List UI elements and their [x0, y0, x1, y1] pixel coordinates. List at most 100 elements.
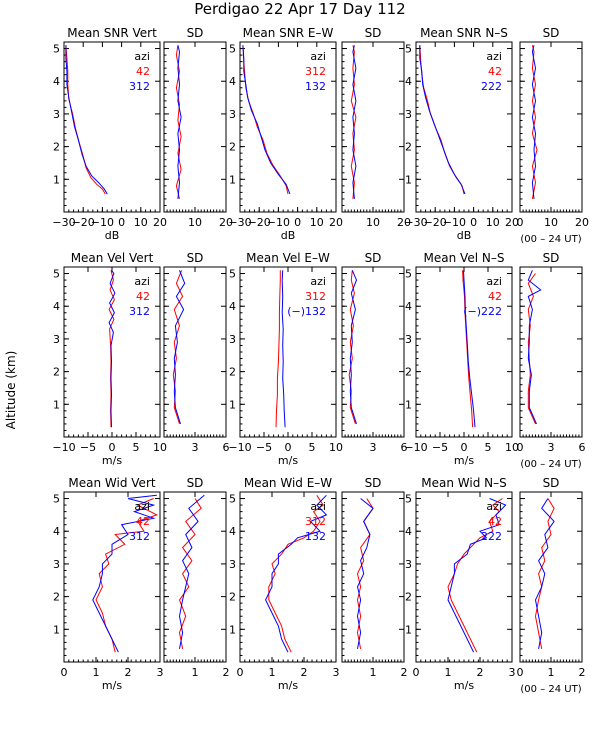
row1-col2-mean-panel [415, 266, 513, 438]
row1-col2-mean-xtick-label: 0 [461, 441, 468, 454]
row0-col2-mean-xtick-label: 10 [486, 216, 500, 229]
row2-col1-mean-ytick-label: 1 [229, 623, 236, 636]
row0-col1-mean-xtick-label: 10 [310, 216, 324, 229]
row0-col0-mean-series-red [65, 45, 106, 195]
row2-col2-sd-xtick-label: 1 [548, 666, 555, 679]
y-axis-label: Altitude (km) [4, 351, 18, 430]
row1-col2-mean-xlabel: m/s [454, 454, 474, 467]
row0-col2-mean-xtick-label: 20 [505, 216, 519, 229]
row1-col1-mean-xtick-label: 5 [309, 441, 316, 454]
row2-col0-mean-panel [63, 491, 161, 663]
row0-col0-sd-xtick-label: 10 [188, 216, 202, 229]
row0-col0-mean-xtick-label: 20 [153, 216, 167, 229]
row1-col1-mean-series-red [275, 270, 281, 428]
row0-col1-legend-red: 312 [305, 65, 326, 78]
row2-col2-sd-series-blue [534, 498, 555, 649]
row2-col0-mean-xtick-label: 2 [125, 666, 132, 679]
row2-col2-mean-xtick-label: 2 [477, 666, 484, 679]
row2-col0-sd-xtick-label: 2 [223, 666, 230, 679]
row0-col2-sd-frame [519, 41, 583, 213]
row0-col0-mean-ytick-label: 5 [53, 43, 60, 56]
row2-col2-mean-ytick-label: 2 [405, 591, 412, 604]
row1-col0-legend-blue: 312 [129, 305, 150, 318]
row2-col0-mean-xtick-label: 0 [61, 666, 68, 679]
row2-col2-sd-title: SD [543, 476, 560, 490]
row1-col2-sd-series-blue [527, 270, 542, 425]
row1-col1-sd-xtick-label: 3 [370, 441, 377, 454]
row0-col1-legend-title: azi [310, 50, 326, 63]
row2-col1-legend-blue: 132 [305, 530, 326, 543]
row1-col1-mean-series-blue [281, 270, 286, 428]
row0-col0-sd-frame [163, 41, 227, 213]
row0-col0-mean-xtick-label: 0 [118, 216, 125, 229]
row1-col1-legend-blue: (−)132 [287, 305, 326, 318]
row2-col0-mean-xtick-label: 3 [157, 666, 164, 679]
row2-col0-sd-title: SD [187, 476, 204, 490]
row2-col2-mean-ytick-label: 1 [405, 623, 412, 636]
row0-col1-mean-series-red [242, 45, 289, 195]
row1-col0-sd-title: SD [187, 251, 204, 265]
row1-col1-mean-xlabel: m/s [278, 454, 298, 467]
row1-col1-mean-xtick-label: 10 [329, 441, 343, 454]
row0-col1-mean-ytick-label: 1 [229, 173, 236, 186]
row0-col2-sd-title: SD [543, 26, 560, 40]
row2-col1-legend-red: 312 [305, 515, 326, 528]
row1-col2-mean-ytick-label: 5 [405, 268, 412, 281]
row2-col1-mean-ytick-label: 5 [229, 493, 236, 506]
row2-col2-sd-xtick-label: 0 [517, 666, 524, 679]
row2-col0-mean-xlabel: m/s [102, 679, 122, 692]
figure-title: Perdigao 22 Apr 17 Day 112 [194, 0, 406, 18]
row0-col0-legend-blue: 312 [129, 80, 150, 93]
row1-col2-legend-blue: (−)222 [463, 305, 502, 318]
row1-col0-mean-ytick-label: 2 [53, 366, 60, 379]
row0-col2-mean-panel [415, 41, 513, 213]
row0-col2-legend-red: 42 [488, 65, 502, 78]
row0-col2-mean-ytick-label: 5 [405, 43, 412, 56]
row0-col0-mean-xtick-label: −10 [91, 216, 114, 229]
row1-col2-sd-xtick-label: 0 [517, 441, 524, 454]
row2-col2-mean-title: Mean Wid N–S [421, 476, 506, 490]
row2-col0-sd-xtick-label: 1 [192, 666, 199, 679]
row2-col1-sd-title: SD [365, 476, 382, 490]
row1-col0-sd-xtick-label: 6 [223, 441, 230, 454]
row1-col2-mean-ytick-label: 3 [405, 333, 412, 346]
row0-col2-mean-ytick-label: 1 [405, 173, 412, 186]
row2-col0-sd-series-red [178, 498, 202, 649]
row0-col2-mean-title: Mean SNR N–S [420, 26, 508, 40]
row2-col0-mean-ytick-label: 5 [53, 493, 60, 506]
row1-col0-mean-xtick-label: 10 [153, 441, 167, 454]
row1-col1-mean-ytick-label: 5 [229, 268, 236, 281]
row0-col1-sd-xtick-label: 10 [366, 216, 380, 229]
row2-col2-legend-red: 42 [488, 515, 502, 528]
row1-col2-sd-panel [519, 266, 583, 438]
row0-col2-mean-ytick-label: 2 [405, 141, 412, 154]
row1-col0-mean-series-blue [108, 270, 116, 428]
row0-col1-mean-ytick-label: 4 [229, 75, 236, 88]
row2-col2-sd-xtick-label: 2 [579, 666, 586, 679]
row2-col1-sd-frame [341, 491, 405, 663]
row1-col0-mean-panel [63, 266, 161, 438]
row0-col1-mean-series-blue [242, 45, 291, 195]
row2-col1-sd-series-blue [356, 498, 374, 649]
row2-col1-sd-xtick-label: 1 [370, 666, 377, 679]
row0-col0-mean-ytick-label: 4 [53, 75, 60, 88]
row1-col1-sd-series-red [348, 270, 356, 425]
row0-col1-mean-xtick-label: −20 [248, 216, 271, 229]
row0-col2-mean-series-red [419, 45, 465, 195]
row2-col0-mean-series-blue [92, 494, 157, 653]
row1-col2-sd-xtick-label: 6 [579, 441, 586, 454]
row0-col2-sd-xtick-label: 20 [575, 216, 589, 229]
row1-col1-mean-xtick-label: −5 [256, 441, 272, 454]
row1-col0-sd-series-blue [173, 270, 186, 425]
row1-col0-mean-ytick-label: 5 [53, 268, 60, 281]
row1-col0-mean-ytick-label: 1 [53, 398, 60, 411]
row1-col2-mean-ytick-label: 4 [405, 300, 412, 313]
row0-col0-mean-ytick-label: 1 [53, 173, 60, 186]
row0-col2-sd-series-blue [531, 45, 537, 199]
row0-col1-mean-ytick-label: 5 [229, 43, 236, 56]
row2-col1-mean-xtick-label: 3 [333, 666, 340, 679]
row2-col1-mean-ytick-label: 3 [229, 558, 236, 571]
row1-col2-mean-xtick-label: −10 [404, 441, 427, 454]
row2-col0-mean-ytick-label: 1 [53, 623, 60, 636]
row1-col2-mean-ytick-label: 1 [405, 398, 412, 411]
